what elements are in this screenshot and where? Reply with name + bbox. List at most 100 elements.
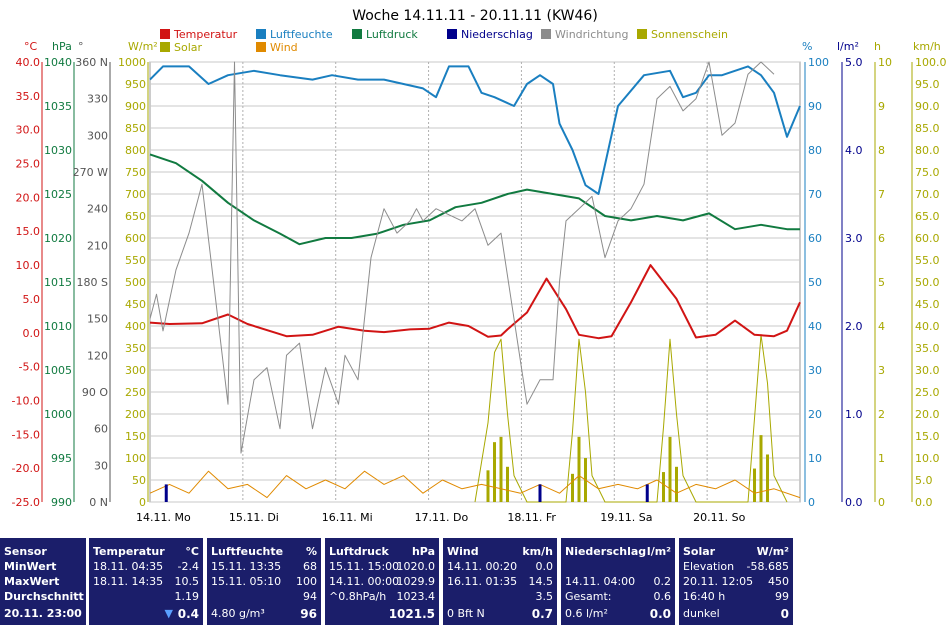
axis-tick-label: -5.0 xyxy=(19,361,40,374)
legend-label: Temperatur xyxy=(173,28,238,41)
stats-temperature-max-time: 18.11. 14:35 xyxy=(93,575,164,588)
axis-tick-label: 65.0 xyxy=(915,210,940,223)
statistics-table: Sensor MinWert MaxWert Durchschnitt 20.1… xyxy=(0,538,950,625)
axis-tick-label: 40 xyxy=(808,320,822,333)
axis-tick-label: 45.0 xyxy=(915,298,940,311)
axis-tick-label: 1010 xyxy=(44,320,72,333)
sunshine-bar xyxy=(766,454,769,502)
stats-pressure-title: Luftdruck xyxy=(329,545,389,558)
axis-tick-label: 900 xyxy=(125,100,146,113)
precipitation-bar xyxy=(645,484,649,502)
stats-label-max: MaxWert xyxy=(4,575,60,588)
legend-label: Sonnenschein xyxy=(651,28,728,41)
axis-tick-label: 1005 xyxy=(44,364,72,377)
axis-tick-label: 50 xyxy=(132,474,146,487)
axis-tick-label: 15.0 xyxy=(16,225,41,238)
stats-wind-current-value: 0.7 xyxy=(531,607,553,621)
x-tick-label: 14.11. Mo xyxy=(136,511,191,524)
stats-humidity-title: Luftfeuchte xyxy=(211,545,284,558)
stats-temperature-current-value: 0.4 xyxy=(177,607,199,621)
axis-tick-label: 1025 xyxy=(44,188,72,201)
stats-humidity-panel: Luftfeuchte% 15.11. 13:35 68 15.11. 05:10… xyxy=(207,538,321,625)
axis-tick-label: 100.0 xyxy=(915,56,947,69)
stats-solar-avg-value: 99 xyxy=(775,590,789,603)
axis-tick-label: 995 xyxy=(51,452,72,465)
axis-tick-label: 20.0 xyxy=(915,408,940,421)
sunshine-bar xyxy=(506,466,509,502)
axis-tick-label: 50.0 xyxy=(915,276,940,289)
axis-tick-label: 600 xyxy=(125,232,146,245)
stats-humidity-unit: % xyxy=(305,545,317,558)
stats-wind-panel: Wind km/h 14.11. 00:20 0.0 16.11. 01:35 14.… xyxy=(443,538,557,625)
axis-tick-label: 70.0 xyxy=(915,188,940,201)
series-windrichtung-line xyxy=(149,61,775,454)
axis-tick-label: 30.0 xyxy=(915,364,940,377)
stats-solar-state: dunkel xyxy=(683,607,720,620)
stats-wind-beaufort: 0 Bft N xyxy=(447,607,485,620)
sunshine-bar xyxy=(493,442,496,502)
axis-tick-label: 850 xyxy=(125,122,146,135)
axis-tick-label: 1000 xyxy=(118,56,146,69)
sunshine-bar xyxy=(759,435,763,502)
axis-tick-label: 0.0 xyxy=(845,496,863,509)
axis-tick-label: 150 xyxy=(87,313,108,326)
stats-solar-max-value: 450 xyxy=(768,575,789,588)
axis-tick-label: 1035 xyxy=(44,100,72,113)
stats-pressure-max-time: 14.11. 00:00 xyxy=(329,575,400,588)
axis-tick-label: 90.0 xyxy=(915,100,940,113)
axis-tick-label: 4 xyxy=(878,320,885,333)
stats-rain-max-value: 0.2 xyxy=(653,575,672,588)
axis-unit-label: ° xyxy=(78,40,84,53)
stats-pressure-avg-value: 1023.4 xyxy=(396,590,436,603)
axis-tick-label: 15.0 xyxy=(915,430,940,443)
axis-tick-label: 80 xyxy=(808,144,822,157)
axis-tick-label: 2.0 xyxy=(845,320,863,333)
axis-tick-label: 35.0 xyxy=(915,342,940,355)
axis-tick-label: 50 xyxy=(808,276,822,289)
axis-tick-label: 1015 xyxy=(44,276,72,289)
precipitation-bar xyxy=(164,484,168,502)
stats-label-current: 20.11. 23:00 xyxy=(4,607,82,620)
axis-tick-label: 55.0 xyxy=(915,254,940,267)
stats-solar-panel: Solar W/m² Elevation -58.685 20.11. 12:05 4… xyxy=(679,538,793,625)
stats-pressure-max-value: 1029.9 xyxy=(396,575,436,588)
axis-tick-label: 30 xyxy=(94,459,108,472)
stats-rain-total-label: Gesamt: xyxy=(565,590,612,603)
x-tick-label: 16.11. Mi xyxy=(322,511,373,524)
axis-tick-label: 650 xyxy=(125,210,146,223)
axis-tick-label: -20.0 xyxy=(12,462,40,475)
legend-label: Niederschlag xyxy=(461,28,533,41)
axis-tick-label: 350 xyxy=(125,342,146,355)
axis-tick-label: 70 xyxy=(808,188,822,201)
axis-tick-label: 40.0 xyxy=(16,56,41,69)
stats-temperature-unit: °C xyxy=(185,545,199,558)
axis-tick-label: 100 xyxy=(808,56,829,69)
axis-tick-label: 80.0 xyxy=(915,144,940,157)
sunshine-bar xyxy=(662,472,665,502)
x-tick-label: 20.11. So xyxy=(693,511,745,524)
precipitation-bar xyxy=(538,484,542,502)
stats-label-min: MinWert xyxy=(4,560,57,573)
legend-label: Luftfeuchte xyxy=(270,28,333,41)
axis-tick-label: 3.0 xyxy=(845,232,863,245)
axis-tick-label: 550 xyxy=(125,254,146,267)
legend-label: Solar xyxy=(174,41,203,54)
stats-wind-avg-value: 3.5 xyxy=(535,590,554,603)
weather-chart: Woche 14.11.11 - 20.11.11 (KW46) Temperat… xyxy=(12,8,947,524)
stats-wind-max-value: 14.5 xyxy=(528,575,554,588)
legend-swatch xyxy=(447,29,457,39)
axis-tick-label: 7 xyxy=(878,188,885,201)
sunshine-bar xyxy=(675,466,678,502)
stats-wind-title: Wind xyxy=(447,545,479,558)
axis-tick-label: 500 xyxy=(125,276,146,289)
axis-tick-label: 400 xyxy=(125,320,146,333)
axis-tick-label: 1.0 xyxy=(845,408,863,421)
sunshine-bar xyxy=(571,473,574,502)
axis-tick-label: 2 xyxy=(878,408,885,421)
stats-temperature-min-value: -2.4 xyxy=(177,560,199,573)
axis-tick-label: 150 xyxy=(125,430,146,443)
axis-tick-label: 75.0 xyxy=(915,166,940,179)
axis-tick-label: 0 xyxy=(808,496,815,509)
stats-humidity-avg-value: 94 xyxy=(303,590,317,603)
axis-unit-label: h xyxy=(874,40,881,53)
